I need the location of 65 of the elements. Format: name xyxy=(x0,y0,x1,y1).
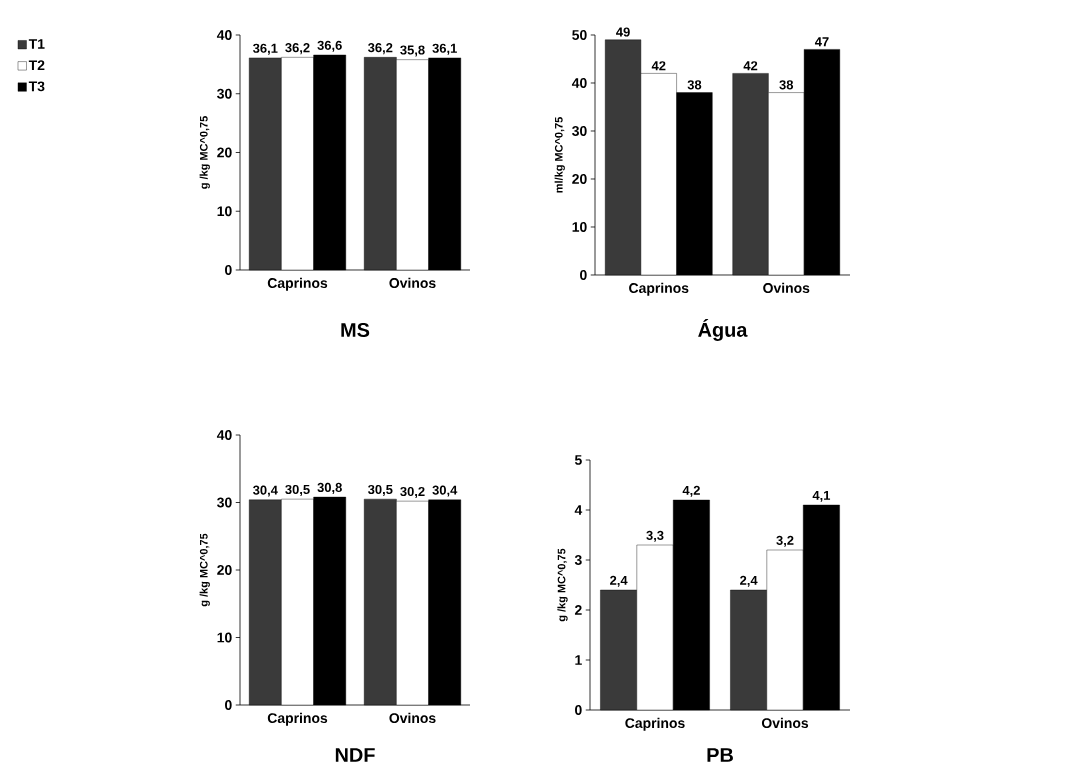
y-tick-label: 10 xyxy=(572,222,587,232)
data-label: 30,8 xyxy=(317,482,342,494)
legend-label: T3 xyxy=(28,81,45,92)
y-axis-title: g /kg MC^0,75 xyxy=(199,533,210,607)
x-tick-label: Ovinos xyxy=(389,277,436,289)
y-tick-label: 4 xyxy=(574,505,583,515)
y-tick-label: 20 xyxy=(217,147,232,158)
data-label: 42 xyxy=(651,61,666,71)
data-label: 4,1 xyxy=(812,490,831,502)
y-tick-label: 3 xyxy=(574,555,582,565)
y-tick-label: 0 xyxy=(225,700,232,710)
x-tick-label: Ovinos xyxy=(763,282,810,294)
data-label: 36,2 xyxy=(285,43,310,55)
data-label: 30,5 xyxy=(285,484,310,496)
data-label: 36,1 xyxy=(252,43,278,55)
y-tick-label: 40 xyxy=(571,78,587,88)
data-label: 30,5 xyxy=(368,484,393,496)
data-label: 35,8 xyxy=(400,45,425,57)
x-tick-label: Caprinos xyxy=(267,712,328,726)
y-axis-title: g /kg MC^0,75 xyxy=(199,116,210,189)
text: PB xyxy=(707,748,733,762)
data-label: 30,4 xyxy=(253,485,278,497)
text: NDF xyxy=(335,748,375,762)
y-tick-label: 0 xyxy=(225,265,232,275)
data-label: 3,2 xyxy=(776,535,794,547)
data-label: 30,4 xyxy=(432,485,458,497)
y-tick-label: 50 xyxy=(572,30,587,40)
data-label: 49 xyxy=(616,27,630,37)
data-label: 2,4 xyxy=(610,575,628,587)
data-label: 2,4 xyxy=(740,575,758,587)
x-tick-label: Ovinos xyxy=(761,717,809,729)
data-label: 30,2 xyxy=(400,486,425,498)
x-tick-label: Caprinos xyxy=(625,717,685,731)
data-label: 36,1 xyxy=(432,43,457,55)
x-tick-label: Ovinos xyxy=(389,712,436,724)
y-tick-label: 20 xyxy=(217,565,232,575)
y-axis-title: ml/kg MC^0,75 xyxy=(554,117,565,193)
y-tick-label: 10 xyxy=(217,632,232,643)
y-tick-label: 0 xyxy=(580,270,587,280)
x-tick-label: Caprinos xyxy=(267,277,328,291)
y-tick-label: 1 xyxy=(575,655,582,665)
y-tick-label: 5 xyxy=(574,455,582,465)
data-label: 3,3 xyxy=(646,530,664,542)
x-tick-label: Caprinos xyxy=(629,282,689,296)
data-label: 38 xyxy=(687,80,702,90)
data-label: 47 xyxy=(814,37,829,47)
y-tick-label: 30 xyxy=(217,88,232,99)
y-tick-label: 30 xyxy=(572,126,587,136)
data-label: 36,2 xyxy=(367,43,393,55)
y-tick-label: 30 xyxy=(217,497,232,508)
data-label: 38 xyxy=(779,80,794,90)
text: MS xyxy=(341,322,370,338)
y-tick-label: 2 xyxy=(574,605,582,615)
y-tick-label: 0 xyxy=(575,705,582,715)
data-label: 36,6 xyxy=(317,40,342,52)
data-label: 4,2 xyxy=(682,485,700,497)
text: Água xyxy=(698,319,748,341)
y-axis-title: g /kg MC^0,75 xyxy=(557,548,568,622)
legend-label: T2 xyxy=(28,60,45,70)
y-tick-label: 40 xyxy=(216,430,232,440)
y-tick-label: 40 xyxy=(216,30,232,40)
legend-label: T1 xyxy=(28,39,45,49)
y-tick-label: 10 xyxy=(217,206,232,217)
data-label: 42 xyxy=(743,61,758,71)
y-tick-label: 20 xyxy=(572,174,587,184)
